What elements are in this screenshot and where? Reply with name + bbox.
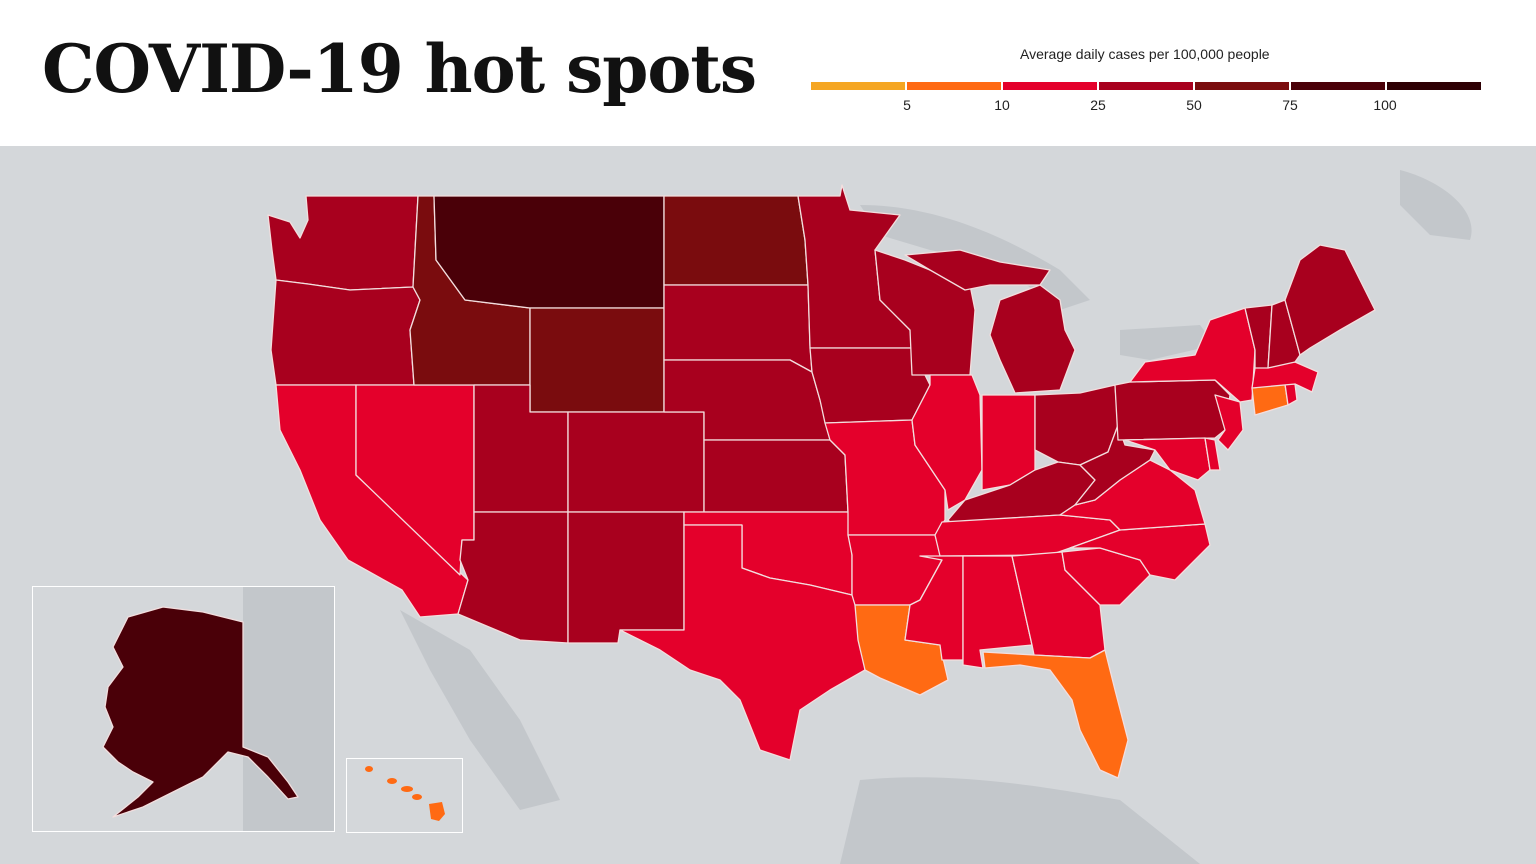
alaska-svg <box>102 587 334 831</box>
legend-swatch-100-plus <box>1387 82 1481 90</box>
state-nm[interactable] <box>567 511 685 644</box>
header: COVID-19 hot spots Average daily cases p… <box>0 0 1536 146</box>
legend-swatch-75-100 <box>1291 82 1387 90</box>
state-sd[interactable] <box>663 284 813 373</box>
legend-title: Average daily cases per 100,000 people <box>1020 46 1270 62</box>
legend-tick-10: 10 <box>994 97 1010 113</box>
state-me[interactable] <box>1284 244 1376 356</box>
state-az[interactable] <box>457 511 569 644</box>
alaska-inset <box>32 586 335 832</box>
legend-tick-75: 75 <box>1282 97 1298 113</box>
states <box>267 184 1376 779</box>
legend-color-scale <box>811 82 1481 90</box>
legend-swatch-10-25 <box>1003 82 1099 90</box>
state-ks[interactable] <box>703 439 849 513</box>
state-wy[interactable] <box>529 307 665 413</box>
state-tx[interactable] <box>619 524 866 761</box>
state-wa[interactable] <box>267 195 419 291</box>
legend-swatch-50-75 <box>1195 82 1291 90</box>
state-mi[interactable] <box>904 249 1076 394</box>
legend-swatch-25-50 <box>1099 82 1195 90</box>
state-nh[interactable] <box>1267 299 1301 369</box>
legend-tick-25: 25 <box>1090 97 1106 113</box>
state-mt[interactable] <box>433 195 665 309</box>
state-or[interactable] <box>270 279 421 386</box>
legend-swatch-5-10 <box>907 82 1003 90</box>
legend-tick-100: 100 <box>1373 97 1397 113</box>
state-pa[interactable] <box>1114 379 1231 441</box>
hawaii-inset <box>346 758 463 833</box>
state-fl[interactable] <box>982 649 1129 779</box>
page-title: COVID-19 hot spots <box>42 30 757 108</box>
legend-tick-5: 5 <box>903 97 911 113</box>
map-svg <box>267 170 1472 864</box>
state-ak[interactable] <box>102 606 299 818</box>
hawaii-svg <box>365 766 445 821</box>
state-il[interactable] <box>911 374 983 511</box>
state-ct[interactable] <box>1251 383 1289 416</box>
state-vt[interactable] <box>1244 304 1273 369</box>
legend-swatch-0-5 <box>811 82 907 90</box>
state-nd[interactable] <box>663 195 809 286</box>
legend-tick-50: 50 <box>1186 97 1202 113</box>
state-wv[interactable] <box>1074 424 1156 506</box>
state-co[interactable] <box>567 411 705 513</box>
state-hi[interactable] <box>365 766 445 821</box>
us-map <box>0 146 1536 864</box>
state-de[interactable] <box>1204 437 1221 471</box>
